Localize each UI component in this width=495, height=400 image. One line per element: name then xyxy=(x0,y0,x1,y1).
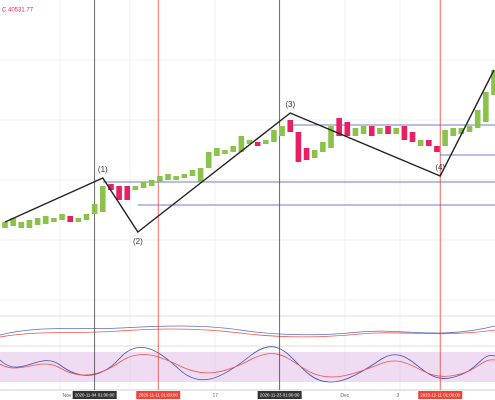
candle xyxy=(238,136,245,152)
candle xyxy=(295,132,302,162)
candle xyxy=(328,126,334,148)
candle xyxy=(287,120,294,132)
candle xyxy=(42,216,49,224)
candle xyxy=(303,148,310,160)
x-tick-label: 3 xyxy=(396,393,399,399)
candle xyxy=(75,218,82,222)
date-badge xyxy=(136,391,181,399)
candle xyxy=(34,218,41,225)
candle xyxy=(426,140,432,146)
candle xyxy=(140,182,147,188)
candle xyxy=(254,142,261,146)
candle xyxy=(483,92,489,122)
pivot-label: (4) xyxy=(435,163,445,172)
candle xyxy=(401,126,408,140)
candle xyxy=(491,70,495,95)
zigzag-line xyxy=(4,69,495,234)
candle xyxy=(368,126,375,136)
candle xyxy=(124,186,131,200)
candle xyxy=(434,146,440,152)
candle xyxy=(409,132,416,142)
candle xyxy=(385,126,391,134)
candle xyxy=(197,168,204,182)
x-tick-label: 17 xyxy=(212,393,218,399)
candle xyxy=(91,204,98,214)
oscillator-line xyxy=(0,325,495,336)
candle xyxy=(205,152,212,168)
candle xyxy=(189,170,196,176)
candle xyxy=(83,214,90,220)
pivot-label: (1) xyxy=(98,165,108,174)
candle xyxy=(458,128,465,134)
stoch-band xyxy=(0,352,495,382)
candle xyxy=(2,222,8,228)
stoch-d xyxy=(0,353,495,378)
x-tick-label: 2020-11-23 01:00:00 xyxy=(260,393,300,398)
candle xyxy=(26,220,33,228)
candle xyxy=(67,216,73,222)
candle xyxy=(173,176,179,180)
candle xyxy=(246,140,253,144)
x-tick-label: 2020-11-11 01:00:00 xyxy=(139,393,179,398)
candle xyxy=(393,128,399,134)
candle xyxy=(157,176,163,182)
candle xyxy=(311,150,318,158)
candle xyxy=(474,110,481,128)
candle xyxy=(51,218,57,222)
price-header: C 40531.77 xyxy=(2,8,34,14)
candle xyxy=(116,186,122,200)
x-tick-label: 2020-12-11 01:00:00 xyxy=(420,393,460,398)
candle xyxy=(100,186,106,212)
candle xyxy=(132,186,139,190)
candle xyxy=(181,174,188,178)
candle xyxy=(279,126,285,136)
candle xyxy=(10,218,16,226)
candle xyxy=(18,222,25,228)
candle xyxy=(108,184,114,190)
pivot-label: (3) xyxy=(285,100,295,109)
background-grid xyxy=(0,0,495,390)
candle xyxy=(271,130,277,142)
candle xyxy=(59,214,65,220)
candle xyxy=(230,146,236,152)
date-badge xyxy=(418,391,463,399)
candle xyxy=(360,126,367,134)
candle xyxy=(222,150,228,154)
pivot-label: (2) xyxy=(133,237,143,246)
candle xyxy=(214,148,220,156)
x-tick-label: Nov xyxy=(62,393,71,399)
candle xyxy=(165,174,171,180)
candle xyxy=(336,118,342,136)
candle xyxy=(466,126,473,132)
candle xyxy=(352,128,359,136)
candle xyxy=(148,180,155,186)
x-tick-label: 2020-11-04 01:00:00 xyxy=(75,393,115,398)
candle xyxy=(320,142,326,152)
candle xyxy=(442,130,448,146)
x-tick-label: Dec xyxy=(340,393,349,399)
candle xyxy=(263,140,269,144)
candle xyxy=(377,128,383,134)
candle xyxy=(450,128,457,136)
candle xyxy=(417,140,424,146)
oscillator-signal xyxy=(0,328,495,338)
date-badge xyxy=(257,391,302,399)
candle xyxy=(344,122,351,136)
date-badge xyxy=(72,391,117,399)
